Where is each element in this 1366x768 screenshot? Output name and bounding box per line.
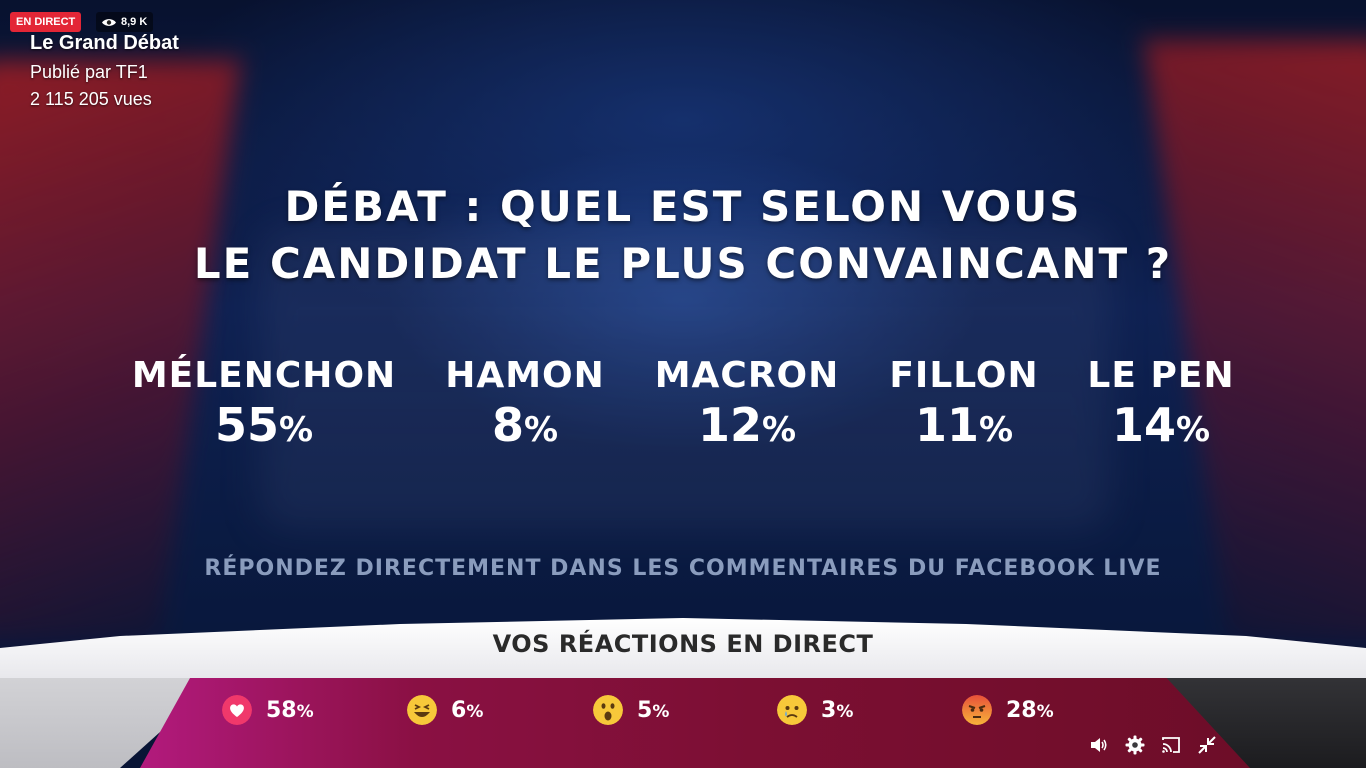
video-controls [1088, 733, 1218, 757]
candidate-score-value: 8 [491, 398, 524, 452]
cast-icon[interactable] [1160, 734, 1182, 756]
fullscreen-exit-icon[interactable] [1196, 734, 1218, 756]
candidate-name: FILLON [889, 355, 1039, 396]
background-building [260, 230, 1110, 530]
reaction-score: 3% [821, 698, 853, 723]
candidate-score-value: 14 [1111, 398, 1176, 452]
angry-icon [962, 695, 992, 725]
candidate-macron: MACRON 12% [607, 355, 887, 452]
reactions-title: VOS RÉACTIONS EN DIRECT [492, 630, 874, 658]
reaction-score-value: 6 [451, 697, 467, 723]
volume-icon[interactable] [1088, 734, 1110, 756]
candidate-melenchon: MÉLENCHON 55% [124, 355, 404, 452]
candidate-name: HAMON [445, 355, 605, 396]
poll-question-line2: LE CANDIDAT LE PLUS CONVAINCANT ? [193, 239, 1173, 288]
reaction-score: 28% [1006, 698, 1054, 723]
candidate-score-unit: % [1175, 410, 1211, 450]
candidate-fillon: FILLON 11% [824, 355, 1104, 452]
wow-icon [593, 695, 623, 725]
reaction-score: 5% [637, 698, 669, 723]
reaction-score-value: 3 [821, 697, 837, 723]
candidate-score-unit: % [978, 410, 1014, 450]
reaction-score-value: 28 [1006, 697, 1037, 723]
candidate-score-value: 11 [914, 398, 979, 452]
reaction-score-unit: % [296, 701, 314, 722]
poll-question: DÉBAT : QUEL EST SELON VOUS LE CANDIDAT … [0, 178, 1366, 292]
candidate-score-unit: % [761, 410, 797, 450]
live-badge: EN DIRECT [10, 12, 82, 32]
reaction-sad: 3% [777, 694, 853, 726]
reaction-score: 58% [266, 698, 314, 723]
reaction-score-unit: % [836, 701, 854, 722]
viewer-count: 8,9 K [96, 12, 154, 32]
reaction-love: 58% [222, 694, 314, 726]
settings-icon[interactable] [1124, 734, 1146, 756]
candidate-name: LE PEN [1087, 355, 1235, 396]
poll-question-line1: DÉBAT : QUEL EST SELON VOUS [284, 182, 1082, 231]
candidate-score: 11% [824, 398, 1104, 452]
candidate-hamon: HAMON 8% [385, 355, 665, 452]
candidate-score-value: 12 [697, 398, 762, 452]
reactions-band [140, 660, 1250, 768]
reaction-wow: 5% [593, 694, 669, 726]
reaction-haha: 6% [407, 694, 483, 726]
eye-icon [102, 18, 116, 26]
reaction-score-unit: % [652, 701, 670, 722]
reaction-score-unit: % [466, 701, 484, 722]
candidate-le-pen: LE PEN 14% [1021, 355, 1301, 452]
love-icon [222, 695, 252, 725]
candidate-score: 8% [385, 398, 665, 452]
video-title[interactable]: Le Grand Débat [30, 32, 179, 54]
candidate-score: 12% [607, 398, 887, 452]
publisher-line[interactable]: Publié par TF1 [30, 62, 148, 82]
reaction-score-value: 5 [637, 697, 653, 723]
reaction-score-value: 58 [266, 697, 297, 723]
candidate-name: MACRON [654, 355, 840, 396]
reaction-score: 6% [451, 698, 483, 723]
reaction-angry: 28% [962, 694, 1054, 726]
viewer-count-value: 8,9 K [121, 16, 148, 28]
candidate-score: 55% [124, 398, 404, 452]
candidate-score-unit: % [278, 410, 314, 450]
candidate-name: MÉLENCHON [131, 355, 397, 396]
reaction-score-unit: % [1036, 701, 1054, 722]
haha-icon [407, 695, 437, 725]
candidate-score-value: 55 [214, 398, 279, 452]
candidate-score: 14% [1021, 398, 1301, 452]
candidate-score-unit: % [523, 410, 559, 450]
view-count: 2 115 205 vues [30, 89, 152, 109]
sad-icon [777, 695, 807, 725]
comment-prompt: RÉPONDEZ DIRECTEMENT DANS LES COMMENTAIR… [204, 556, 1162, 581]
